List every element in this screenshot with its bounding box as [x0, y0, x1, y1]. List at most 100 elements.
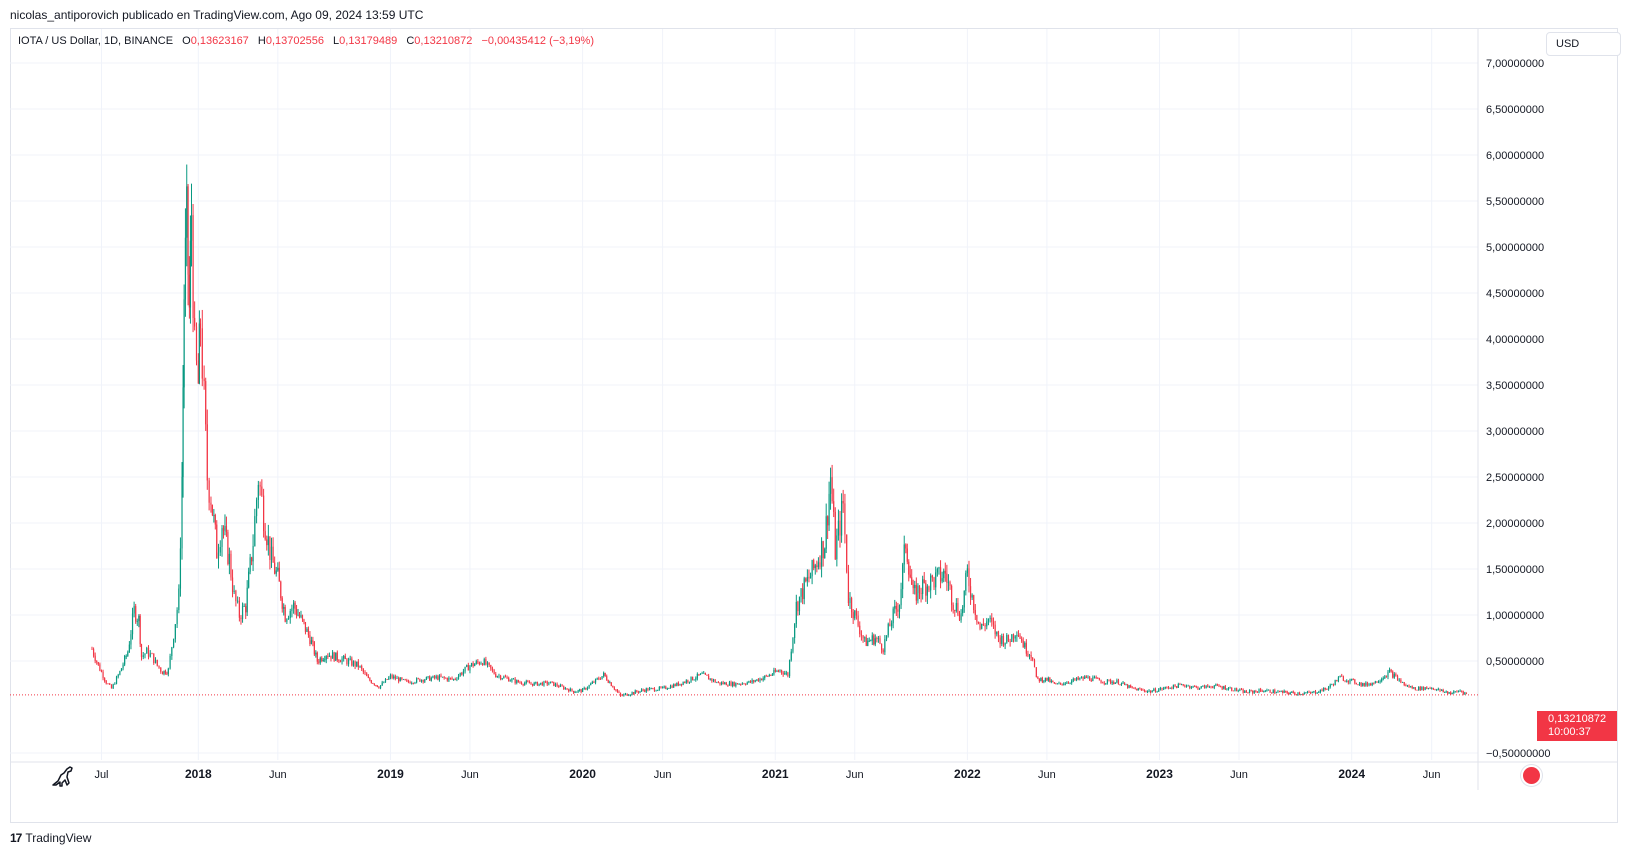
candle-body	[1305, 692, 1307, 694]
candle-body	[240, 617, 242, 620]
candle-body	[1329, 684, 1331, 688]
candle-body	[274, 562, 276, 574]
candle-body	[873, 635, 875, 645]
candle-body	[596, 678, 598, 680]
candle-body	[1055, 683, 1057, 685]
candles[interactable]	[91, 164, 1468, 697]
footer-brand[interactable]: 17 TradingView	[10, 831, 91, 845]
candle-body	[1398, 679, 1400, 681]
candle-body	[849, 598, 851, 604]
candle-body	[233, 590, 235, 592]
candle-body	[1313, 691, 1315, 692]
candle-body	[590, 683, 592, 686]
candle-body	[588, 685, 590, 688]
candle-body	[814, 565, 816, 569]
candle-body	[859, 625, 861, 635]
candle-body	[1344, 680, 1346, 682]
candle-body	[514, 678, 516, 683]
candle-body	[559, 685, 562, 687]
candle-body	[999, 637, 1001, 644]
candle-body	[1156, 691, 1158, 693]
candle-body	[1392, 671, 1394, 678]
candle-body	[657, 689, 659, 691]
candle-body	[201, 328, 203, 379]
candle-body	[884, 639, 886, 653]
candle-body	[854, 610, 856, 619]
candle-body	[1025, 642, 1027, 654]
candle-body	[378, 686, 380, 689]
candle-body	[703, 672, 705, 674]
candle-body	[1239, 689, 1241, 691]
candle-body	[131, 613, 134, 635]
candle-body	[991, 617, 993, 622]
candle-body	[347, 659, 350, 665]
candle-body	[733, 682, 735, 687]
time-axis[interactable]: Jul 2018 Jun 2019 Jun 2020 Jun 2021 Jun 2022 Jun 20…	[94, 767, 1440, 781]
price-tick-label: 1,50000000	[1486, 564, 1544, 576]
candle-body	[954, 609, 956, 611]
candle-body	[100, 670, 103, 672]
candle-body	[1197, 686, 1199, 690]
symbol-name[interactable]: IOTA / US Dollar, 1D, BINANCE	[18, 35, 174, 47]
candle-body	[433, 675, 436, 678]
candle-body	[414, 682, 416, 684]
candle-body	[616, 690, 619, 692]
candle-body	[161, 671, 164, 675]
candle-body	[124, 656, 126, 665]
candle-body	[1126, 684, 1129, 688]
candle-body	[1271, 692, 1273, 694]
candle-body	[437, 676, 439, 680]
candle-body	[1140, 688, 1142, 690]
candle-body	[986, 621, 988, 627]
candle-body	[522, 684, 524, 685]
us-flag-icon[interactable]	[1521, 765, 1542, 786]
candle-body	[1166, 686, 1168, 688]
candle-body	[1189, 685, 1191, 688]
last-price-tag: 0,13210872 10:00:37	[1537, 711, 1617, 741]
candle-body	[1234, 688, 1236, 692]
candle-body	[730, 682, 732, 686]
candle-body	[624, 693, 627, 695]
candle-body	[905, 544, 907, 549]
candle-body	[1357, 684, 1359, 685]
candle-body	[1245, 690, 1247, 693]
candle-body	[982, 623, 984, 626]
candle-body	[855, 610, 858, 616]
candle-body	[1448, 692, 1450, 694]
candle-body	[1066, 682, 1068, 684]
candle-body	[889, 623, 891, 627]
currency-button[interactable]: USD	[1546, 32, 1621, 56]
time-tick-label: Jun	[1423, 769, 1441, 781]
candle-body	[894, 605, 896, 609]
publisher-line: nicolas_antiporovich publicado en Tradin…	[10, 8, 424, 22]
candle-body	[994, 624, 996, 635]
close-value: 0,13210872	[414, 35, 473, 47]
candle-body	[777, 671, 780, 672]
dinosaur-icon[interactable]	[50, 763, 76, 789]
chart-grid	[10, 29, 1617, 790]
price-axis[interactable]: 7,00000000 6,50000000 6,00000000 5,50000000…	[1486, 58, 1551, 760]
candle-body	[1441, 690, 1443, 691]
candle-body	[384, 679, 387, 683]
candle-body	[501, 678, 503, 680]
time-tick-label: Jun	[461, 769, 479, 781]
candle-body	[1282, 691, 1284, 693]
candle-body	[540, 682, 542, 684]
candle-body	[284, 607, 286, 622]
candle-body	[915, 584, 917, 601]
candle-body	[1067, 682, 1070, 684]
candle-body	[179, 548, 182, 589]
candle-body	[784, 673, 786, 675]
candle-body	[1153, 688, 1155, 691]
candle-body	[1439, 688, 1441, 691]
candle-body	[903, 544, 905, 565]
candle-body	[1277, 691, 1279, 693]
open-value: 0,13623167	[190, 35, 249, 47]
candle-body	[1387, 671, 1389, 678]
candle-body	[404, 679, 406, 681]
candle-body	[1418, 686, 1420, 691]
candle-body	[246, 587, 248, 613]
candle-body	[1229, 687, 1231, 689]
candle-body	[669, 685, 672, 689]
